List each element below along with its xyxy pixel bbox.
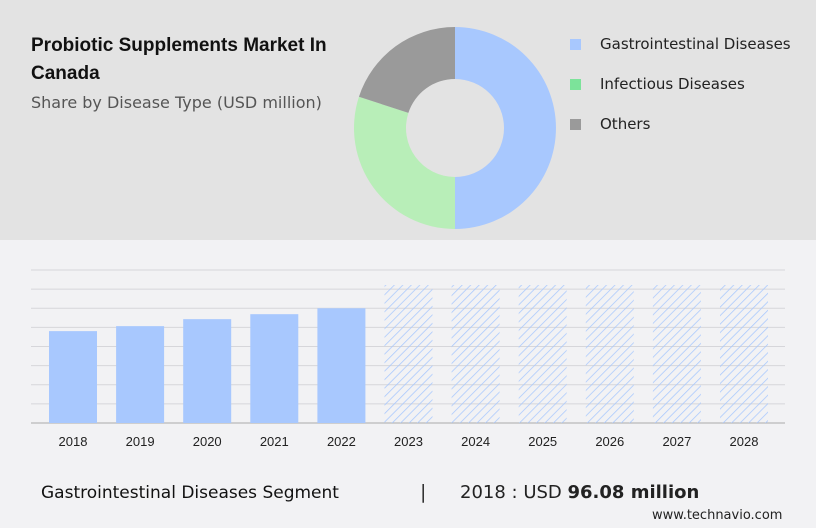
forecast-bar: [518, 285, 567, 423]
forecast-bar: [720, 285, 768, 423]
donut-slice: [455, 27, 556, 229]
x-tick-label: 2018: [59, 434, 88, 449]
legend-label: Others: [600, 115, 651, 133]
footer-value: 2018 : USD 96.08 million: [460, 482, 699, 503]
legend-swatch: [570, 38, 581, 50]
legend-swatch: [570, 118, 581, 130]
legend-item-infectious: Infectious Diseases: [570, 64, 791, 104]
legend-item-gastrointestinal: Gastrointestinal Diseases: [570, 24, 791, 64]
legend-label: Gastrointestinal Diseases: [600, 35, 791, 53]
forecast-bar: [585, 285, 634, 423]
forecast-bar: [384, 285, 433, 423]
bar: [116, 326, 165, 423]
donut-slice: [353, 96, 455, 230]
x-tick-label: 2024: [461, 434, 490, 449]
forecast-bar: [451, 285, 500, 423]
x-tick-label: 2028: [730, 434, 759, 449]
donut-legend: Gastrointestinal Diseases Infectious Dis…: [570, 24, 791, 144]
footer-segment: Gastrointestinal Diseases Segment: [41, 483, 339, 503]
bar: [250, 314, 299, 423]
x-tick-label: 2026: [595, 434, 624, 449]
x-tick-label: 2021: [260, 434, 289, 449]
donut-slice: [358, 27, 455, 113]
x-tick-label: 2020: [193, 434, 222, 449]
x-tick-label: 2027: [662, 434, 691, 449]
footer-amount: 96.08 million: [567, 482, 700, 503]
bar: [49, 331, 97, 423]
footer-year-label: 2018 : USD: [460, 482, 568, 503]
chart-subtitle: Share by Disease Type (USD million): [31, 93, 322, 112]
x-tick-label: 2025: [528, 434, 557, 449]
bar: [317, 308, 366, 423]
x-tick-label: 2023: [394, 434, 423, 449]
page-title: Probiotic Supplements Market In Canada: [31, 35, 327, 84]
legend-swatch: [570, 78, 581, 90]
forecast-bar: [652, 285, 701, 423]
footer-separator: |: [420, 481, 427, 503]
x-tick-label: 2022: [327, 434, 356, 449]
legend-item-others: Others: [570, 104, 791, 144]
bar: [183, 319, 232, 423]
x-tick-label: 2019: [126, 434, 155, 449]
brand-url: www.technavio.com: [652, 508, 783, 523]
legend-label: Infectious Diseases: [600, 75, 745, 93]
